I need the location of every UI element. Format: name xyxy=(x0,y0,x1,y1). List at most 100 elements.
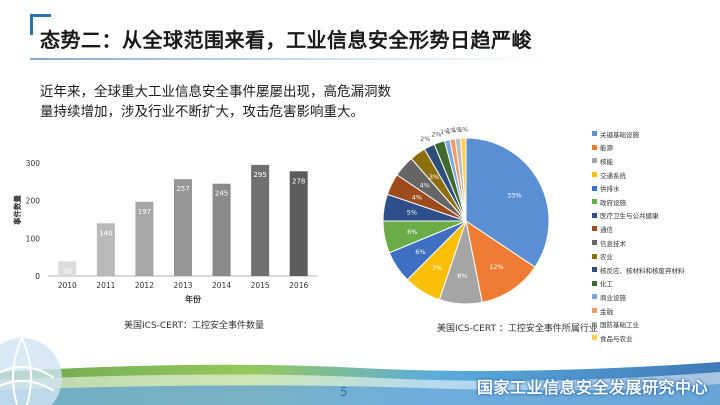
bar-x-tick-label: 2010 xyxy=(58,281,77,290)
bar-2011 xyxy=(96,223,115,276)
legend-label: 政府设施 xyxy=(600,198,626,207)
bar-x-tick-label: 2016 xyxy=(289,281,308,290)
legend-swatch xyxy=(592,308,597,314)
pie-slice-label: 6% xyxy=(415,248,425,256)
pie-slice xyxy=(460,137,467,222)
pie-chart-caption: 美国ICS-CERT ：工控安全事件所属行业 xyxy=(437,324,598,334)
pie-slice-label: 4% xyxy=(420,181,430,189)
legend-item: 核能 xyxy=(592,154,712,168)
pie-slice-label: 5% xyxy=(407,209,417,217)
bar-y-axis-label: 事件数量 xyxy=(12,195,22,225)
bar-2014 xyxy=(212,183,231,276)
legend-swatch xyxy=(592,240,597,246)
legend-item: 关键基础设施 xyxy=(592,127,712,141)
footer-band xyxy=(0,362,720,405)
legend-swatch xyxy=(592,185,597,191)
bar-value-label: 39 xyxy=(63,267,72,275)
footer-organization-name: 国家工业信息安全发展研究中心 xyxy=(476,378,708,397)
legend-item: 信息技术 xyxy=(592,236,712,250)
legend-swatch xyxy=(592,199,597,205)
bar-2013 xyxy=(174,179,192,276)
bar-2010 xyxy=(58,261,77,276)
legend-label: 通信 xyxy=(600,225,613,234)
legend-swatch xyxy=(592,253,597,259)
pie-slice xyxy=(465,219,536,303)
legend-item: 政府设施 xyxy=(592,195,712,209)
legend-item: 通信 xyxy=(592,222,712,236)
legend-item: 核反应、核材料和核废弃材料 xyxy=(592,263,712,277)
legend-item: 食品与农业 xyxy=(592,331,712,345)
legend-item: 国防基础工业 xyxy=(592,317,712,331)
title-corner-decoration xyxy=(30,14,51,35)
bar-x-tick-label: 2013 xyxy=(173,281,192,290)
bar-y-tick-label: 100 xyxy=(26,234,41,243)
legend-label: 食品与农业 xyxy=(600,334,633,343)
pie-slice-label: 1% xyxy=(458,126,468,134)
legend-label: 农业 xyxy=(600,253,613,262)
legend-label: 核反应、核材料和核废弃材料 xyxy=(600,266,685,275)
legend-item: 农业 xyxy=(592,249,712,263)
bar-value-label: 197 xyxy=(138,208,151,216)
bar-2016 xyxy=(289,171,308,276)
pie-slice-label: 8% xyxy=(457,272,467,280)
title-underline xyxy=(30,58,550,60)
bar-y-tick-label: 200 xyxy=(26,197,41,206)
bar-value-label: 257 xyxy=(176,185,189,193)
legend-swatch xyxy=(592,212,597,218)
bar-chart-caption: 美国ICS-CERT：工控安全事件数量 xyxy=(124,321,264,331)
legend-swatch xyxy=(592,144,597,150)
bar-x-tick-label: 2014 xyxy=(212,281,231,290)
bar-2012 xyxy=(135,201,154,276)
intro-paragraph: 近年来，全球重大工业信息安全事件屡屡出现，高危漏洞数量持续增加，涉及行业不断扩大… xyxy=(40,84,391,120)
legend-swatch xyxy=(592,226,597,232)
legend-swatch xyxy=(592,280,597,286)
legend-label: 关键基础设施 xyxy=(600,130,639,139)
legend-swatch xyxy=(592,294,597,300)
legend-label: 医疗卫生与公共健康 xyxy=(600,212,659,221)
bar-y-tick-label: 300 xyxy=(26,159,41,168)
legend-label: 国防基础工业 xyxy=(600,321,639,330)
pie-slice-label: 3% xyxy=(429,173,439,181)
bar-2015 xyxy=(251,164,270,276)
legend-swatch xyxy=(592,172,597,178)
pie-slice-label: 7% xyxy=(432,264,442,272)
legend-swatch xyxy=(592,335,597,341)
pie-slice-label: 1% xyxy=(446,127,456,135)
slide-title: 态势二：从全球范围来看，工业信息安全形势日趋严峻 xyxy=(40,28,532,52)
legend-label: 能源 xyxy=(600,144,613,153)
pie-slice-label: 4% xyxy=(412,193,422,201)
legend-item: 交通系统 xyxy=(592,168,712,182)
pie-slice-label: 33% xyxy=(507,192,521,200)
bar-value-label: 295 xyxy=(253,171,266,179)
legend-swatch xyxy=(592,158,597,164)
legend-item: 化工 xyxy=(592,277,712,291)
pie-legend: 关键基础设施 能源核能交通系统 供排水政府设施医疗卫生与公共健康 通信信息技术农业核反… xyxy=(592,127,712,345)
legend-label: 核能 xyxy=(600,157,613,166)
pie-slice-label: 6% xyxy=(407,228,417,236)
pie-slice-label: 2% xyxy=(420,135,430,143)
pie-slice-label: 1% xyxy=(452,126,462,134)
legend-swatch xyxy=(592,321,597,327)
legend-label: 化工 xyxy=(600,280,613,289)
page-number: 5 xyxy=(340,385,348,399)
bar-x-tick-label: 2012 xyxy=(135,281,154,290)
bar-value-label: 140 xyxy=(99,229,112,237)
legend-label: 商业设施 xyxy=(600,293,626,302)
industry-pie-chart: 33%12%8%7%6%6%5%4%4%3%2%2%1%1%1%1% xyxy=(382,126,550,305)
legend-item: 医疗卫生与公共健康 xyxy=(592,209,712,223)
pie-slice-label: 2% xyxy=(431,130,441,138)
legend-swatch xyxy=(592,131,597,137)
legend-label: 交通系统 xyxy=(600,171,626,180)
legend-label: 金融 xyxy=(600,307,613,316)
bar-y-tick-label: 0 xyxy=(35,272,40,281)
bar-x-tick-label: 2011 xyxy=(96,281,115,290)
legend-item: 商业设施 xyxy=(592,290,712,304)
bar-value-label: 278 xyxy=(292,177,305,185)
bar-x-axis-label: 年份 xyxy=(185,294,202,304)
legend-item: 供排水 xyxy=(592,181,712,195)
legend-item: 能源 xyxy=(592,141,712,155)
legend-swatch xyxy=(592,267,597,273)
legend-item: 金融 xyxy=(592,304,712,318)
bar-x-tick-label: 2015 xyxy=(251,281,270,290)
bar-value-label: 245 xyxy=(215,190,228,198)
